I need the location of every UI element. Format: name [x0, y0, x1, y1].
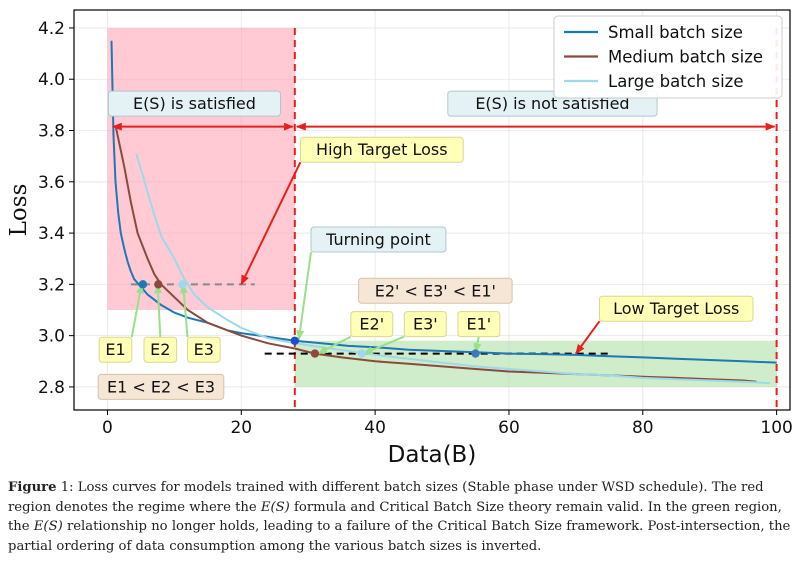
label-turning-point-box	[310, 226, 447, 253]
label-high-target-arrow	[240, 161, 302, 286]
caption-figure-number: 1	[60, 480, 70, 495]
label-order-before-box	[97, 373, 225, 400]
label-order-before-text: E1 < E2 < E3	[107, 377, 215, 396]
y-tick-label-2: 3.2	[38, 275, 65, 295]
label-high-target-box	[299, 136, 464, 163]
marker-point-1	[154, 280, 163, 289]
legend-label-0: Small batch size	[608, 23, 743, 42]
label-high-target-text: High Target Loss	[316, 140, 448, 159]
y-tick-label-3: 3.4	[38, 224, 65, 244]
label-low-target-text: Low Target Loss	[613, 299, 739, 318]
caption-math-1: E(S)	[260, 499, 290, 515]
legend-box	[553, 15, 783, 99]
marker-point-6	[471, 349, 480, 358]
label-e2-box	[143, 336, 178, 363]
caption-part-2: formula and Critical Batch Size theory r…	[8, 499, 782, 535]
x-tick-label-4: 80	[632, 418, 654, 438]
label-e3p-text: E3'	[413, 315, 438, 334]
y-tick-label-5: 3.8	[38, 122, 65, 142]
label-turning-point-arrow	[296, 251, 313, 341]
loss-chart: E(S) is satisfied E(S) is not satisfied Hi…	[6, 9, 793, 468]
marker-point-5	[357, 349, 366, 358]
caption-math-2: E(S)	[33, 519, 63, 534]
label-e3-box	[187, 336, 221, 363]
x-tick-label-3: 60	[498, 418, 520, 438]
label-turning-point-text: Turning point	[325, 230, 431, 249]
legend-label-1: Medium batch size	[608, 48, 763, 67]
label-e1-text: E1	[105, 340, 125, 359]
label-e2-text: E2	[150, 340, 170, 359]
label-not-satisfied-text: E(S) is not satisfied	[475, 94, 629, 113]
region-red	[107, 27, 295, 310]
caption-part-1: : Loss curves for models trained with di…	[8, 480, 764, 515]
axes-frame	[73, 9, 791, 411]
label-e2p-arrow	[317, 335, 352, 355]
label-order-after-box	[358, 277, 513, 304]
label-low-target-arrow	[575, 320, 601, 355]
label-e1-box	[98, 336, 133, 363]
y-tick-label-7: 4.2	[38, 19, 65, 39]
label-e3p-box	[403, 311, 447, 338]
x-tick-label-2: 40	[364, 418, 386, 438]
label-low-target-box	[598, 295, 754, 322]
marker-point-0	[138, 280, 148, 289]
label-e3-text: E3	[194, 340, 214, 359]
caption-figure-label: Figure	[8, 480, 57, 495]
y-tick-label-0: 2.8	[38, 378, 65, 398]
y-axis-label: Loss	[6, 184, 32, 237]
label-e1-arrow	[130, 283, 144, 338]
marker-point-2	[178, 280, 187, 289]
label-e3-arrow	[179, 283, 189, 338]
legend-label-2: Large batch size	[608, 72, 744, 91]
figure-caption: Figure 1: Loss curves for models trained…	[8, 478, 798, 556]
y-tick-label-1: 3.0	[38, 327, 65, 347]
label-e1p-text: E1'	[466, 315, 491, 334]
x-tick-label-1: 20	[230, 418, 252, 438]
x-axis-label: Data(B)	[388, 442, 477, 468]
marker-point-4	[310, 349, 320, 358]
label-order-after-text: E2' < E3' < E1'	[375, 281, 496, 300]
label-e2p-text: E2'	[359, 315, 384, 334]
x-tick-label-0: 0	[102, 418, 113, 438]
label-satisfied-text: E(S) is satisfied	[133, 94, 256, 113]
x-tick-label-5: 100	[760, 418, 792, 438]
label-e1p-box	[457, 311, 501, 338]
series-line-0	[110, 40, 777, 364]
label-e2p-box	[350, 311, 394, 338]
y-tick-label-4: 3.6	[38, 173, 65, 193]
label-e3p-arrow	[362, 335, 405, 355]
y-tick-label-6: 4.0	[38, 70, 65, 90]
caption-part-3: relationship no longer holds, leading to…	[8, 519, 791, 554]
marker-point-3	[290, 336, 300, 345]
label-e2-arrow	[154, 283, 163, 338]
label-satisfied-box	[107, 90, 281, 117]
series-line-2	[135, 153, 770, 385]
